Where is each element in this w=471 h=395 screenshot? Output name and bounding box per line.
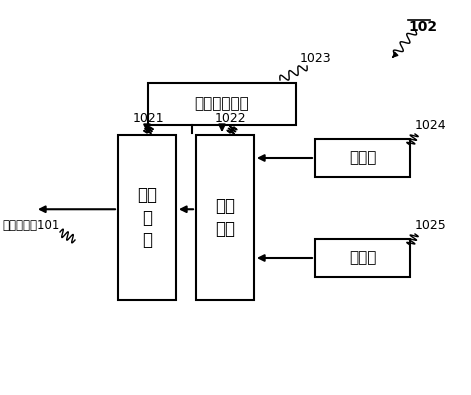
Text: 接传感模块101: 接传感模块101 [2, 218, 59, 231]
FancyBboxPatch shape [315, 239, 410, 277]
FancyBboxPatch shape [196, 135, 254, 300]
Text: 1022: 1022 [214, 112, 246, 125]
Text: 1025: 1025 [415, 219, 447, 232]
Text: 多路
通
道: 多路 通 道 [137, 186, 157, 249]
Text: 控制逻辑电路: 控制逻辑电路 [195, 96, 249, 111]
Text: 开关
阵列: 开关 阵列 [215, 198, 235, 238]
FancyBboxPatch shape [118, 135, 176, 300]
FancyBboxPatch shape [148, 83, 296, 125]
Text: 电压表: 电压表 [349, 250, 376, 265]
FancyBboxPatch shape [315, 139, 410, 177]
Text: 1024: 1024 [415, 119, 447, 132]
Text: 恒流源: 恒流源 [349, 150, 376, 166]
Text: 1021: 1021 [132, 112, 164, 125]
Text: 102: 102 [408, 20, 437, 34]
Text: 1023: 1023 [300, 52, 332, 65]
